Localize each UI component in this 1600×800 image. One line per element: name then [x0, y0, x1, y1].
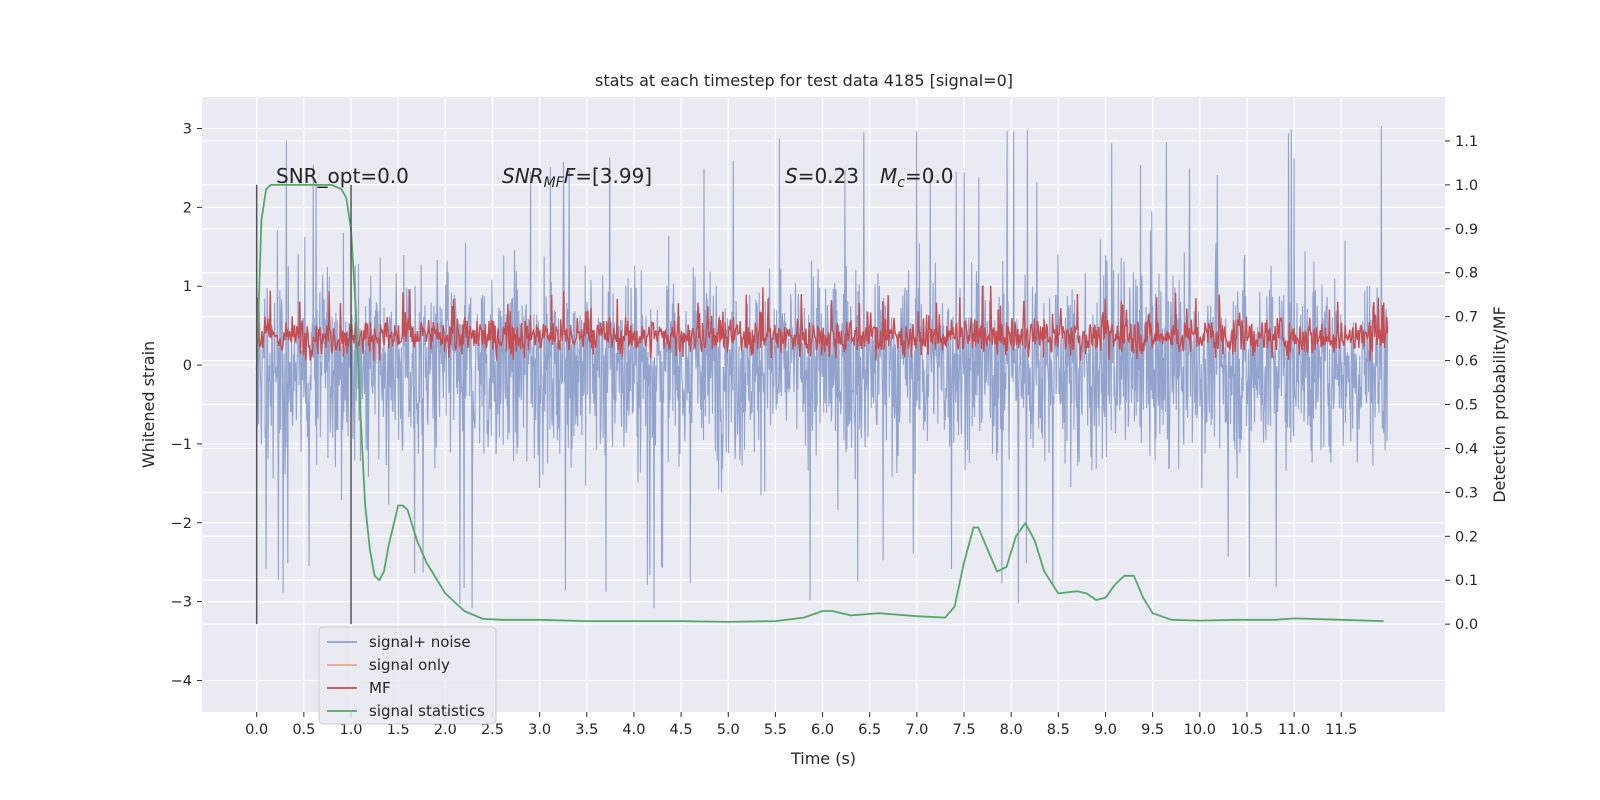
- annotation-mc-symbol: M: [880, 164, 897, 188]
- x-tick-label: 10.0: [1184, 722, 1216, 738]
- y-right-tick-label: 0.7: [1455, 310, 1478, 326]
- y-right-tick-label: 0.5: [1455, 398, 1478, 414]
- y-right-tick-label: 0.0: [1455, 617, 1478, 633]
- y-right-tick-label: 0.4: [1455, 441, 1478, 457]
- annotation-snr-mf-subscript: MF: [544, 175, 565, 191]
- annotation-s: S=0.23: [785, 164, 859, 188]
- annotation-mc-value: =0.0: [905, 164, 954, 188]
- axes: 0.0 0.5 1.0 1.5 2.0 2.5 3.0 3.5 4.0 4.5 5.0 5.5 6.0 6…: [171, 122, 1478, 738]
- x-tick-label: 3.0: [528, 722, 551, 738]
- y-tick-label: −4: [171, 673, 192, 689]
- x-tick-label: 6.5: [858, 722, 881, 738]
- x-tick-label: 7.5: [952, 722, 975, 738]
- vertical-markers: [255, 184, 352, 625]
- x-tick-label: 3.5: [575, 722, 598, 738]
- x-tick-label: 2.5: [481, 722, 504, 738]
- annotation-mc: Mc=0.0: [880, 164, 954, 191]
- y-right-tick-label: 0.8: [1455, 266, 1478, 282]
- annotations: SNR_opt=0.0 SNRMFF=[3.99] S=0.23 Mc=0.0: [276, 164, 954, 191]
- x-tick-label: 4.5: [670, 722, 693, 738]
- series-mf: [256, 285, 1389, 361]
- y-right-tick-label: 0.2: [1455, 529, 1478, 545]
- series-line-signal-noise: [256, 125, 1389, 609]
- annotation-snr-opt: SNR_opt=0.0: [276, 164, 409, 188]
- y-tick-label: −2: [171, 516, 192, 532]
- y-right-tick-label: 0.9: [1455, 222, 1478, 238]
- y-tick-label: 3: [183, 122, 192, 138]
- x-tick-label: 7.0: [905, 722, 928, 738]
- y-right-tick-label: 1.0: [1455, 178, 1478, 194]
- y-tick-label: −3: [171, 595, 192, 611]
- y-axis-right-label: Detection probability/MF: [1490, 306, 1509, 503]
- x-tick-label: 8.0: [1000, 722, 1023, 738]
- annotation-snr-mf: SNRMFF=[3.99]: [502, 164, 652, 191]
- annotation-mc-subscript: c: [897, 175, 905, 191]
- series-line-signal-statistics: [255, 184, 1384, 623]
- series-signal-noise: [256, 125, 1389, 609]
- annotation-s-symbol: S: [785, 164, 798, 188]
- legend-box: [318, 626, 497, 725]
- x-axis-label: Time (s): [790, 749, 856, 768]
- y-tick-label: 1: [183, 279, 192, 295]
- x-tick-label: 0.5: [292, 722, 315, 738]
- x-tick-label: 11.0: [1278, 722, 1310, 738]
- y-tick-label: 0: [183, 358, 192, 374]
- y-right-tick-label: 0.1: [1455, 573, 1478, 589]
- x-tick-label: 5.5: [764, 722, 787, 738]
- y-right-tick-label: 1.1: [1455, 134, 1478, 150]
- x-tick-label: 11.5: [1325, 722, 1357, 738]
- y-right-tick-label: 0.6: [1455, 354, 1478, 370]
- x-tick-label: 10.5: [1231, 722, 1263, 738]
- annotation-snr-mf-f: F: [564, 164, 576, 188]
- series-signal-statistics: [255, 184, 1384, 623]
- y-axis-label: Whitened strain: [139, 341, 158, 468]
- legend: signal+ noise signal only MF signal statist…: [318, 626, 497, 725]
- annotation-s-value: =0.23: [798, 164, 859, 188]
- x-tick-label: 8.5: [1047, 722, 1070, 738]
- legend-entry-label: signal only: [369, 656, 450, 674]
- legend-entry-label: signal+ noise: [369, 633, 471, 651]
- x-tick-label: 9.0: [1094, 722, 1117, 738]
- series-line-mf: [256, 285, 1389, 361]
- y-tick-label: 2: [183, 200, 192, 216]
- x-tick-label: 5.0: [717, 722, 740, 738]
- annotation-snr-mf-symbol: SNR: [502, 164, 544, 188]
- x-tick-label: 6.0: [811, 722, 834, 738]
- x-tick-label: 2.0: [434, 722, 457, 738]
- y-tick-label: −1: [171, 437, 192, 453]
- x-tick-label: 9.5: [1141, 722, 1164, 738]
- x-tick-label: 1.5: [387, 722, 410, 738]
- annotation-snr-mf-value: =[3.99]: [575, 164, 652, 188]
- legend-entry-label: signal statistics: [369, 702, 485, 720]
- x-tick-label: 0.0: [245, 722, 268, 738]
- x-tick-label: 4.0: [622, 722, 645, 738]
- x-tick-label: 1.0: [339, 722, 362, 738]
- legend-entry-label: MF: [369, 679, 391, 697]
- chart-title: stats at each timestep for test data 418…: [595, 71, 1013, 90]
- y-right-tick-label: 0.3: [1455, 485, 1478, 501]
